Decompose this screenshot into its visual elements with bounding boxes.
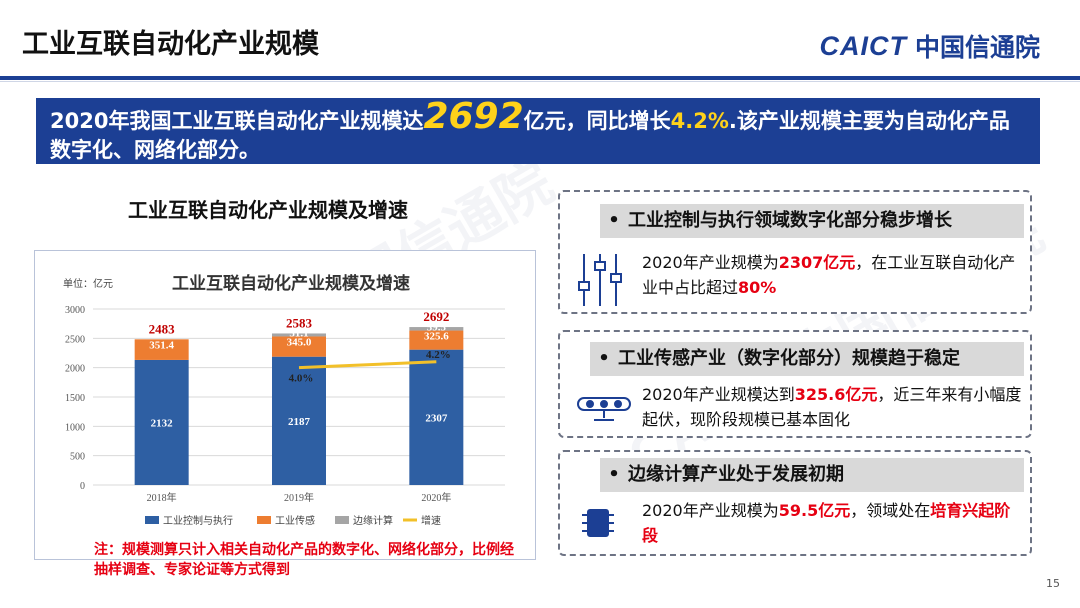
card-highlight: 培育兴起阶段 [642, 501, 1011, 545]
growth-label: 4.2% [426, 349, 451, 361]
bar-segment [134, 359, 189, 485]
card-control-execution: • 工业控制与执行领域数字化部分稳步增长 2020年产业规模为2307亿元，在工业… [558, 190, 1032, 314]
y-tick-label: 0 [80, 481, 85, 492]
card-sensing: • 工业传感产业（数字化部分）规模趋于稳定 2020年产业规模达到325.6亿元，… [558, 330, 1032, 438]
card-body: 2020年产业规模达到325.6亿元，近三年来有小幅度起伏，现阶段规模已基本固化 [642, 382, 1022, 432]
y-tick-label: 1000 [65, 422, 85, 433]
y-tick-label: 1500 [65, 393, 85, 404]
bullet: • [608, 210, 620, 231]
footnote: 注：规模测算只计入相关自动化产品的数字化、网络化部分，比例经抽样调查、专家论证等… [94, 542, 514, 578]
caict-logo: CAICT 中国信通院 [819, 28, 1040, 64]
legend-label: 边缘计算 [353, 514, 393, 527]
card-text: ，近三年来有小幅度起伏，现阶段规模已基本固化 [642, 385, 1022, 429]
banner-growth: 4.2% [670, 109, 729, 133]
data-label: 51.1 [289, 327, 308, 339]
x-tick-label: 2020年 [421, 491, 451, 504]
growth-label: 4.0% [289, 373, 314, 385]
header-divider [0, 76, 1080, 80]
bullet: • [608, 464, 620, 485]
card-title-text: 工业传感产业（数字化部分）规模趋于稳定 [618, 348, 960, 369]
banner-text-3: .该产业规模主要为自动化产品数字化、网络化部分。 [50, 109, 1010, 162]
y-tick-label: 500 [70, 452, 85, 463]
card-edge-computing: • 边缘计算产业处于发展初期 2020年产业规模为59.5亿元，领域处在培育兴起阶… [558, 450, 1032, 556]
card-title-text: 工业控制与执行领域数字化部分稳步增长 [628, 210, 952, 231]
stacked-bar-chart: 单位：亿元 工业互联自动化产业规模及增速 0 500 1000 1500 2000 2500 3… [63, 273, 505, 527]
banner-text-2: 亿元，同比增长 [523, 109, 671, 133]
data-label: 325.6 [424, 331, 449, 343]
header-divider-thin [0, 81, 1080, 82]
growth-line [298, 360, 437, 370]
card-highlight: 59.5亿元 [778, 501, 851, 520]
legend-swatch [335, 516, 349, 524]
card-text: 2020年产业规模达到 [642, 385, 795, 404]
chart-container: 单位：亿元 工业互联自动化产业规模及增速 0 500 1000 1500 2000 2500 3… [34, 250, 536, 560]
banner-big-value: 2692 [423, 96, 524, 137]
card-title: • 工业传感产业（数字化部分）规模趋于稳定 [590, 342, 1024, 376]
legend-swatch [145, 516, 159, 524]
y-tick-label: 2500 [65, 334, 85, 345]
data-label: 351.4 [149, 339, 174, 351]
card-body: 2020年产业规模为2307亿元，在工业互联自动化产业中占比超过80% [642, 250, 1022, 300]
data-label: 2132 [151, 417, 174, 429]
sensor-icon [576, 394, 632, 428]
chart-title: 工业互联自动化产业规模及增速 [172, 273, 410, 294]
bar-segment [409, 349, 464, 485]
bar-segment [272, 356, 326, 485]
bar-segment [409, 327, 464, 331]
data-label: 2187 [288, 416, 311, 428]
page-number: 15 [1046, 577, 1060, 590]
bar-segment [272, 336, 326, 357]
data-label: 59.5 [427, 322, 447, 334]
card-highlight: 325.6亿元 [794, 385, 878, 404]
chart-heading: 工业互联自动化产业规模及增速 [128, 198, 408, 222]
x-tick-label: 2019年 [284, 491, 314, 504]
banner-text-1: 2020年我国工业互联自动化产业规模达 [50, 109, 424, 133]
legend-label: 增速 [421, 514, 441, 527]
data-label: 2307 [425, 412, 448, 424]
card-text: ，在工业互联自动化产业中占比超过 [642, 253, 1016, 297]
card-highlight: 2307亿元 [778, 253, 856, 272]
card-title: • 边缘计算产业处于发展初期 [600, 458, 1024, 492]
bar-segment [134, 339, 189, 360]
total-label: 2583 [286, 315, 313, 330]
legend-label: 工业传感 [275, 514, 315, 527]
data-label: 345.0 [287, 336, 312, 348]
total-label: 2692 [423, 309, 449, 324]
card-text: 2020年产业规模为 [642, 501, 779, 520]
bullet: • [598, 348, 610, 369]
sliders-icon [576, 252, 624, 312]
page-title: 工业互联自动化产业规模 [22, 29, 319, 60]
y-tick-label: 2000 [65, 364, 85, 375]
card-body: 2020年产业规模为59.5亿元，领域处在培育兴起阶段 [642, 498, 1022, 548]
card-text: 2020年产业规模为 [642, 253, 779, 272]
card-highlight: 80% [738, 278, 777, 297]
unit-label: 单位：亿元 [63, 277, 113, 290]
chip-icon [580, 504, 616, 546]
y-tick-label: 3000 [65, 305, 85, 316]
legend-swatch [257, 516, 271, 524]
card-title-text: 边缘计算产业处于发展初期 [628, 464, 844, 485]
total-label: 2483 [149, 321, 176, 336]
bar-segment [409, 330, 464, 350]
logo-en: CAICT [819, 30, 907, 61]
card-text: ，领域处在 [850, 501, 931, 520]
logo-cn: 中国信通院 [914, 33, 1040, 62]
bar-segment [272, 333, 326, 337]
x-tick-label: 2018年 [147, 491, 177, 504]
summary-banner: 2020年我国工业互联自动化产业规模达2692亿元，同比增长4.2%.该产业规模… [36, 98, 1040, 164]
legend-label: 工业控制与执行 [163, 514, 233, 527]
card-title: • 工业控制与执行领域数字化部分稳步增长 [600, 204, 1024, 238]
